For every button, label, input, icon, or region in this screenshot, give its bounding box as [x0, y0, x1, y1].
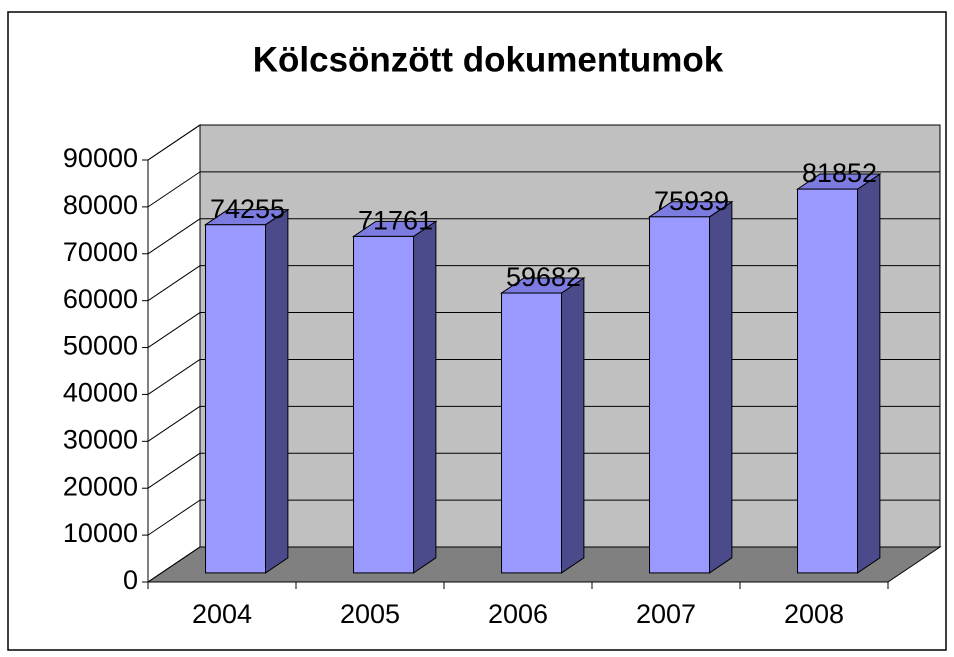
grid-line [147, 265, 201, 302]
bar-side [709, 200, 733, 574]
grid-line [147, 312, 201, 348]
x-tick-label: 2006 [488, 599, 548, 629]
x-tick-label: 2008 [784, 599, 844, 629]
grid-line [147, 405, 201, 442]
bar [797, 188, 859, 574]
grid-line [147, 359, 201, 395]
value-label: 59682 [506, 262, 581, 292]
x-tick-label: 2007 [636, 599, 696, 629]
bar-side [265, 208, 289, 574]
bar-side [413, 220, 437, 574]
grid-line [147, 218, 201, 255]
y-tick-label: 40000 [63, 378, 138, 408]
x-tick-label: 2005 [340, 599, 400, 629]
y-tick-label: 70000 [63, 237, 138, 267]
chart-title: Kölcsönzött dokumentumok [253, 40, 724, 79]
y-tick-label: 20000 [63, 471, 138, 501]
grid-line [147, 124, 201, 161]
value-label: 75939 [654, 186, 729, 216]
y-tick-label: 10000 [63, 518, 138, 548]
bar [649, 216, 711, 574]
y-tick-label: 30000 [63, 424, 138, 454]
y-tick-label: 60000 [63, 284, 138, 314]
value-label: 74255 [210, 194, 285, 224]
grid-line [147, 499, 201, 536]
value-label: 81852 [802, 158, 877, 188]
y-tick-label: 50000 [63, 331, 138, 361]
y-tick-label: 80000 [63, 190, 138, 220]
grid-line [147, 546, 201, 583]
bar-side [561, 277, 585, 574]
value-label: 71761 [358, 206, 433, 236]
y-tick-label: 90000 [63, 143, 138, 173]
side-wall [147, 124, 201, 583]
x-tick-label: 2004 [192, 599, 252, 629]
bar [501, 292, 563, 574]
bar [205, 224, 267, 574]
bar-side [857, 173, 881, 574]
bar [353, 235, 415, 574]
y-tick-label: 0 [123, 565, 138, 595]
grid-line [147, 452, 201, 489]
grid-line [147, 171, 201, 208]
